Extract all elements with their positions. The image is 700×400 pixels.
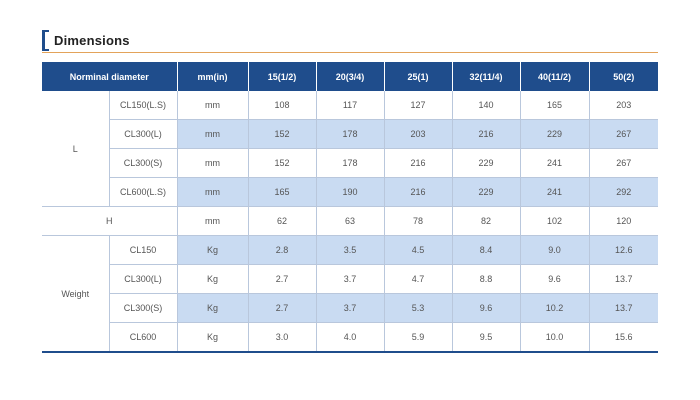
value-cell: 152	[248, 148, 317, 178]
value-cell: 15.6	[589, 322, 658, 353]
table-row: CL300(S) Kg 2.7 3.7 5.3 9.6 10.2 13.7	[42, 293, 658, 323]
unit-cell: mm	[177, 91, 249, 120]
sub-label: CL300(L)	[109, 264, 178, 294]
value-cell: 108	[248, 91, 317, 120]
unit-cell: Kg	[177, 293, 249, 323]
sub-label: CL300(S)	[109, 293, 178, 323]
value-cell: 216	[384, 177, 453, 207]
value-cell: 9.5	[452, 322, 521, 353]
value-cell: 78	[384, 206, 453, 236]
unit-cell: mm	[177, 148, 249, 178]
value-cell: 178	[316, 119, 385, 149]
value-cell: 178	[316, 148, 385, 178]
value-cell: 117	[316, 91, 385, 120]
value-cell: 127	[384, 91, 453, 120]
value-cell: 12.6	[589, 235, 658, 265]
value-cell: 8.8	[452, 264, 521, 294]
heading-underline	[42, 52, 658, 53]
section-heading: Dimensions	[42, 28, 658, 54]
sub-label: CL150	[109, 235, 178, 265]
value-cell: 3.5	[316, 235, 385, 265]
table-row: CL600 Kg 3.0 4.0 5.9 9.5 10.0 15.6	[42, 322, 658, 353]
value-cell: 2.7	[248, 293, 317, 323]
value-cell: 82	[452, 206, 521, 236]
value-cell: 9.6	[452, 293, 521, 323]
section-title: Dimensions	[54, 33, 130, 48]
table-row: H mm 62 63 78 82 102 120	[42, 206, 658, 236]
dimensions-table: Norminal diameter mm(in) 15(1/2) 20(3/4)…	[42, 62, 658, 353]
unit-cell: Kg	[177, 322, 249, 353]
value-cell: 62	[248, 206, 317, 236]
value-cell: 9.6	[520, 264, 590, 294]
value-cell: 5.3	[384, 293, 453, 323]
value-cell: 267	[589, 148, 658, 178]
value-cell: 4.5	[384, 235, 453, 265]
value-cell: 9.0	[520, 235, 590, 265]
unit-cell: Kg	[177, 264, 249, 294]
value-cell: 63	[316, 206, 385, 236]
sub-label: CL300(S)	[109, 148, 178, 178]
sub-label: CL600	[109, 322, 178, 353]
header-cell: 50(2)	[589, 62, 658, 91]
table-row: CL300(L) Kg 2.7 3.7 4.7 8.8 9.6 13.7	[42, 264, 658, 294]
unit-cell: mm	[177, 119, 249, 149]
unit-cell: Kg	[177, 235, 249, 265]
sub-label: CL150(L.S)	[109, 91, 178, 120]
value-cell: 241	[520, 148, 590, 178]
value-cell: 3.7	[316, 293, 385, 323]
table-row: CL300(S) mm 152 178 216 229 241 267	[42, 148, 658, 178]
value-cell: 2.7	[248, 264, 317, 294]
value-cell: 216	[384, 148, 453, 178]
value-cell: 203	[384, 119, 453, 149]
value-cell: 4.7	[384, 264, 453, 294]
value-cell: 13.7	[589, 293, 658, 323]
value-cell: 165	[248, 177, 317, 207]
value-cell: 267	[589, 119, 658, 149]
table-row: Weight CL150 Kg 2.8 3.5 4.5 8.4 9.0 12.6	[42, 235, 658, 353]
header-cell: 32(11/4)	[452, 62, 521, 91]
value-cell: 229	[452, 177, 521, 207]
value-cell: 229	[520, 119, 590, 149]
group-label-l: L	[42, 91, 110, 207]
value-cell: 165	[520, 91, 590, 120]
value-cell: 3.0	[248, 322, 317, 353]
sub-label: CL600(L.S)	[109, 177, 178, 207]
value-cell: 152	[248, 119, 317, 149]
value-cell: 4.0	[316, 322, 385, 353]
value-cell: 292	[589, 177, 658, 207]
value-cell: 10.0	[520, 322, 590, 353]
value-cell: 229	[452, 148, 521, 178]
header-cell: 15(1/2)	[248, 62, 317, 91]
value-cell: 216	[452, 119, 521, 149]
sub-label: CL300(L)	[109, 119, 178, 149]
value-cell: 5.9	[384, 322, 453, 353]
value-cell: 140	[452, 91, 521, 120]
value-cell: 10.2	[520, 293, 590, 323]
value-cell: 8.4	[452, 235, 521, 265]
heading-bracket-icon	[42, 30, 49, 51]
value-cell: 190	[316, 177, 385, 207]
value-cell: 3.7	[316, 264, 385, 294]
header-cell: Norminal diameter	[42, 62, 178, 91]
value-cell: 120	[589, 206, 658, 236]
value-cell: 2.8	[248, 235, 317, 265]
group-label-h: H	[42, 206, 178, 236]
header-cell: 40(11/2)	[520, 62, 590, 91]
value-cell: 13.7	[589, 264, 658, 294]
table-row: CL600(L.S) mm 165 190 216 229 241 292	[42, 177, 658, 207]
value-cell: 102	[520, 206, 590, 236]
value-cell: 203	[589, 91, 658, 120]
table-header-row: Norminal diameter mm(in) 15(1/2) 20(3/4)…	[42, 62, 658, 91]
header-cell: 25(1)	[384, 62, 453, 91]
header-cell: 20(3/4)	[316, 62, 385, 91]
group-label-weight: Weight	[42, 235, 110, 353]
unit-cell: mm	[177, 206, 249, 236]
value-cell: 241	[520, 177, 590, 207]
table-row: CL300(L) mm 152 178 203 216 229 267	[42, 119, 658, 149]
header-cell: mm(in)	[177, 62, 249, 91]
unit-cell: mm	[177, 177, 249, 207]
table-row: L CL150(L.S) mm 108 117 127 140 165 203	[42, 91, 658, 207]
